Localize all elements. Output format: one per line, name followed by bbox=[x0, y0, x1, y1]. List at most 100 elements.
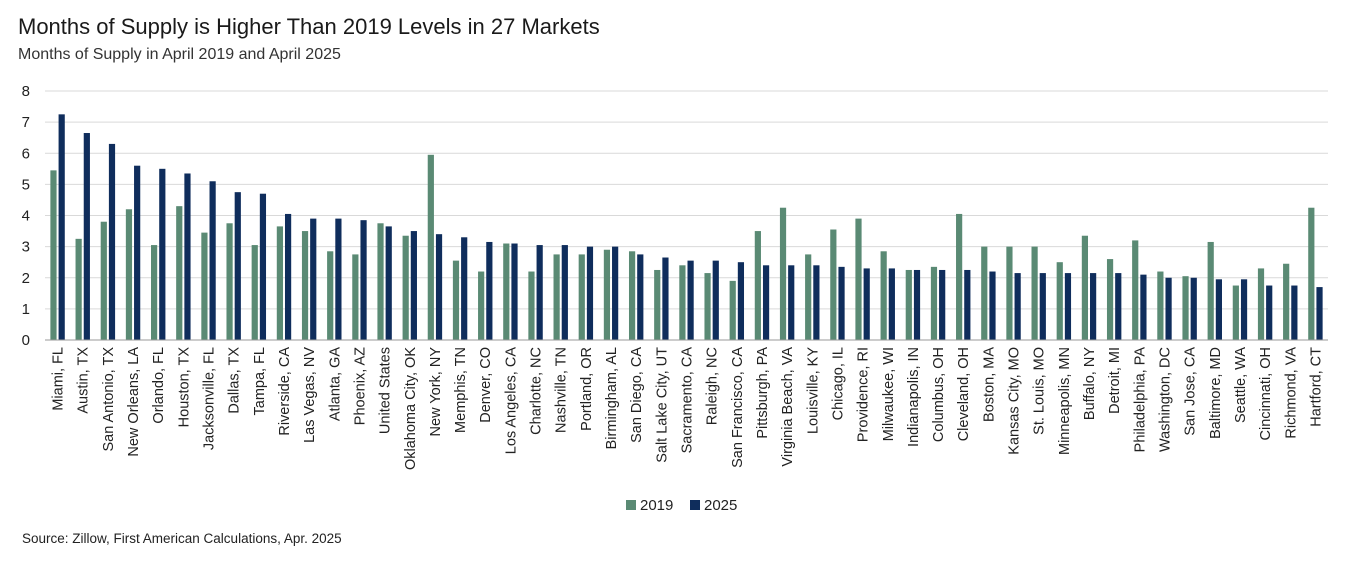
bar-2025 bbox=[913, 269, 921, 340]
bar-2025 bbox=[410, 231, 417, 340]
y-tick-label: 5 bbox=[22, 176, 30, 193]
x-category-label: Atlanta, GA bbox=[327, 347, 343, 421]
bar-2025 bbox=[184, 173, 191, 340]
bar-2025 bbox=[335, 218, 342, 340]
legend-swatch-2025 bbox=[690, 500, 700, 510]
bar-2019 bbox=[754, 231, 761, 340]
source-note: Source: Zillow, First American Calculati… bbox=[22, 531, 342, 546]
bar-2025 bbox=[461, 237, 468, 340]
y-tick-label: 2 bbox=[22, 270, 30, 287]
bar-2019 bbox=[276, 226, 283, 340]
bar-2025 bbox=[586, 246, 594, 340]
bar-2025 bbox=[234, 192, 241, 340]
bar-2019 bbox=[226, 223, 233, 340]
bar-2019 bbox=[251, 245, 258, 340]
bar-2025 bbox=[1291, 285, 1298, 340]
x-category-label: Philadelphia, PA bbox=[1132, 347, 1148, 453]
x-category-label: Riverside, CA bbox=[277, 347, 293, 436]
x-category-label: New York, NY bbox=[428, 347, 444, 437]
bars bbox=[50, 114, 1323, 340]
bar-2019 bbox=[805, 254, 812, 340]
x-category-label: United States bbox=[378, 347, 394, 434]
x-category-label: Phoenix, AZ bbox=[352, 347, 368, 425]
y-tick-label: 4 bbox=[22, 208, 30, 225]
bar-2019 bbox=[151, 245, 158, 340]
bar-2025 bbox=[1014, 273, 1021, 340]
y-tick-label: 0 bbox=[22, 332, 30, 349]
x-category-label: Houston, TX bbox=[176, 347, 192, 428]
bar-2019 bbox=[503, 243, 510, 340]
x-category-label: Portland, OR bbox=[579, 347, 595, 431]
x-category-label: Nashville, TN bbox=[554, 347, 570, 433]
x-category-label: Memphis, TN bbox=[453, 347, 469, 433]
bar-2025 bbox=[612, 246, 619, 340]
bar-2025 bbox=[310, 218, 317, 340]
x-category-label: Hartford, CT bbox=[1308, 347, 1324, 427]
bar-2025 bbox=[1240, 279, 1248, 340]
bar-2025 bbox=[788, 265, 795, 340]
x-category-label: Louisville, KY bbox=[805, 347, 821, 434]
x-category-label: Cincinnati, OH bbox=[1258, 347, 1274, 440]
bar-2025 bbox=[939, 269, 946, 340]
bar-2025 bbox=[159, 168, 166, 340]
x-category-label: Washington, DC bbox=[1157, 347, 1173, 452]
bar-2019 bbox=[1182, 276, 1189, 340]
bar-2025 bbox=[209, 181, 216, 340]
x-category-label: San Antonio, TX bbox=[101, 347, 117, 452]
bar-2025 bbox=[762, 265, 770, 340]
x-category-label: Boston, MA bbox=[981, 347, 997, 422]
bar-2025 bbox=[1064, 273, 1072, 340]
gridlines bbox=[45, 90, 1328, 310]
bar-2019 bbox=[1232, 285, 1239, 340]
x-category-label: San Jose, CA bbox=[1183, 347, 1199, 436]
x-category-label: Jacksonville, FL bbox=[202, 347, 218, 450]
bar-2019 bbox=[50, 170, 57, 340]
bar-2025 bbox=[360, 220, 367, 340]
x-axis-labels: Miami, FL Austin, TX San Antonio, TX New Or… bbox=[51, 347, 1325, 470]
bar-2019 bbox=[1257, 268, 1265, 340]
bar-2025 bbox=[863, 268, 870, 340]
bar-2025 bbox=[737, 262, 745, 340]
bar-2025 bbox=[712, 260, 719, 340]
bar-2025 bbox=[1165, 277, 1172, 340]
bar-2019 bbox=[1207, 241, 1214, 340]
bar-2019 bbox=[125, 209, 133, 340]
legend-swatch-2019 bbox=[626, 500, 636, 510]
chart-subtitle: Months of Supply in April 2019 and April… bbox=[18, 46, 341, 63]
x-category-label: Austin, TX bbox=[76, 347, 92, 414]
x-category-label: Miami, FL bbox=[51, 347, 67, 411]
x-category-label: San Diego, CA bbox=[629, 347, 645, 443]
bar-2019 bbox=[855, 218, 862, 340]
bar-2019 bbox=[779, 207, 787, 340]
bar-2025 bbox=[964, 269, 971, 340]
bar-2019 bbox=[1006, 246, 1013, 340]
x-category-label: Virginia Beach, VA bbox=[780, 347, 796, 467]
bar-2019 bbox=[880, 251, 887, 340]
y-axis-ticks: 0 1 2 3 4 5 6 7 8 bbox=[22, 83, 30, 349]
x-category-label: Baltimore, MD bbox=[1208, 347, 1224, 439]
x-category-label: Dallas, TX bbox=[227, 347, 243, 414]
legend-label-2019: 2019 bbox=[640, 497, 673, 514]
x-category-label: Salt Lake City, UT bbox=[654, 347, 670, 463]
bar-2025 bbox=[536, 245, 543, 340]
bar-2025 bbox=[813, 265, 820, 340]
bar-2019 bbox=[1157, 271, 1164, 340]
bar-2019 bbox=[528, 271, 535, 340]
bar-2025 bbox=[108, 143, 116, 340]
bar-2025 bbox=[511, 243, 518, 340]
bar-2019 bbox=[427, 154, 434, 340]
bar-2019 bbox=[905, 269, 912, 340]
bar-2019 bbox=[201, 232, 208, 340]
bar-2019 bbox=[704, 273, 711, 340]
y-tick-label: 6 bbox=[22, 145, 30, 162]
x-category-label: Charlotte, NC bbox=[529, 347, 545, 435]
x-category-label: Raleigh, NC bbox=[705, 347, 721, 425]
bar-2019 bbox=[75, 238, 82, 340]
bar-2019 bbox=[478, 271, 485, 340]
x-category-label: Chicago, IL bbox=[830, 347, 846, 420]
bar-2019 bbox=[654, 269, 661, 340]
bar-2025 bbox=[1140, 274, 1147, 340]
bar-2019 bbox=[452, 260, 460, 340]
x-category-label: Kansas City, MO bbox=[1007, 347, 1023, 455]
bar-2025 bbox=[989, 271, 996, 340]
